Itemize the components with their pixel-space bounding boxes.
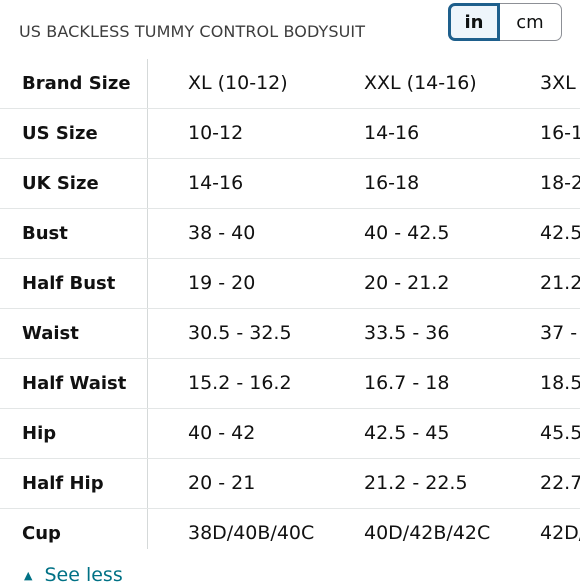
table-cell: 20 - 21: [188, 472, 256, 494]
table-row: Brand Size XL (10-12) XXL (14-16) 3XL: [0, 59, 580, 109]
table-row: Bust 38 - 40 40 - 42.5 42.5: [0, 209, 580, 259]
table-cell: XL (10-12): [188, 72, 288, 94]
size-table: Brand Size XL (10-12) XXL (14-16) 3XL US…: [0, 59, 580, 558]
table-row: Cup 38D/40B/40C 40D/42B/42C 42D/: [0, 509, 580, 558]
table-cell: 20 - 21.2: [364, 272, 450, 294]
table-cell: 16.7 - 18: [364, 372, 450, 394]
table-row: Waist 30.5 - 32.5 33.5 - 36 37 -: [0, 309, 580, 359]
row-label: Brand Size: [22, 73, 131, 94]
column-divider: [147, 59, 148, 549]
table-cell: 40D/42B/42C: [364, 522, 491, 544]
table-row: Half Bust 19 - 20 20 - 21.2 21.2: [0, 259, 580, 309]
table-cell: 21.2 - 22.5: [364, 472, 468, 494]
table-cell: 16-1: [540, 122, 580, 144]
table-cell: 15.2 - 16.2: [188, 372, 292, 394]
table-cell: 37 -: [540, 322, 578, 344]
table-row: Half Waist 15.2 - 16.2 16.7 - 18 18.5: [0, 359, 580, 409]
table-cell: 33.5 - 36: [364, 322, 450, 344]
table-row: Half Hip 20 - 21 21.2 - 22.5 22.7: [0, 459, 580, 509]
unit-cm-button[interactable]: cm: [499, 3, 562, 41]
table-cell: 19 - 20: [188, 272, 256, 294]
row-label: UK Size: [22, 173, 99, 194]
table-cell: 10-12: [188, 122, 244, 144]
table-cell: 14-16: [188, 172, 244, 194]
row-label: Half Bust: [22, 273, 116, 294]
table-row: UK Size 14-16 16-18 18-2: [0, 159, 580, 209]
table-cell: 22.7: [540, 472, 580, 494]
table-cell: 18.5: [540, 372, 580, 394]
table-cell: 42D/: [540, 522, 580, 544]
table-cell: 38D/40B/40C: [188, 522, 315, 544]
row-label: Bust: [22, 223, 68, 244]
table-cell: 14-16: [364, 122, 420, 144]
table-cell: 16-18: [364, 172, 420, 194]
table-cell: 42.5: [540, 222, 580, 244]
row-label: US Size: [22, 123, 98, 144]
table-cell: XXL (14-16): [364, 72, 477, 94]
table-cell: 42.5 - 45: [364, 422, 450, 444]
table-cell: 40 - 42: [188, 422, 256, 444]
table-row: Hip 40 - 42 42.5 - 45 45.5: [0, 409, 580, 459]
table-cell: 45.5: [540, 422, 580, 444]
table-cell: 3XL: [540, 72, 576, 94]
row-label: Half Waist: [22, 373, 127, 394]
chart-title: US BACKLESS TUMMY CONTROL BODYSUIT: [19, 22, 366, 41]
row-label: Half Hip: [22, 473, 104, 494]
table-cell: 30.5 - 32.5: [188, 322, 292, 344]
caret-up-icon: ▲: [24, 569, 33, 582]
unit-toggle: in cm: [448, 3, 562, 41]
table-cell: 38 - 40: [188, 222, 256, 244]
table-cell: 18-2: [540, 172, 580, 194]
see-less-link[interactable]: ▲ See less: [24, 564, 123, 586]
table-cell: 21.2: [540, 272, 580, 294]
table-row: US Size 10-12 14-16 16-1: [0, 109, 580, 159]
row-label: Waist: [22, 323, 79, 344]
unit-in-button[interactable]: in: [448, 3, 500, 41]
table-cell: 40 - 42.5: [364, 222, 450, 244]
row-label: Hip: [22, 423, 57, 444]
row-label: Cup: [22, 523, 61, 544]
see-less-label: See less: [44, 564, 123, 586]
